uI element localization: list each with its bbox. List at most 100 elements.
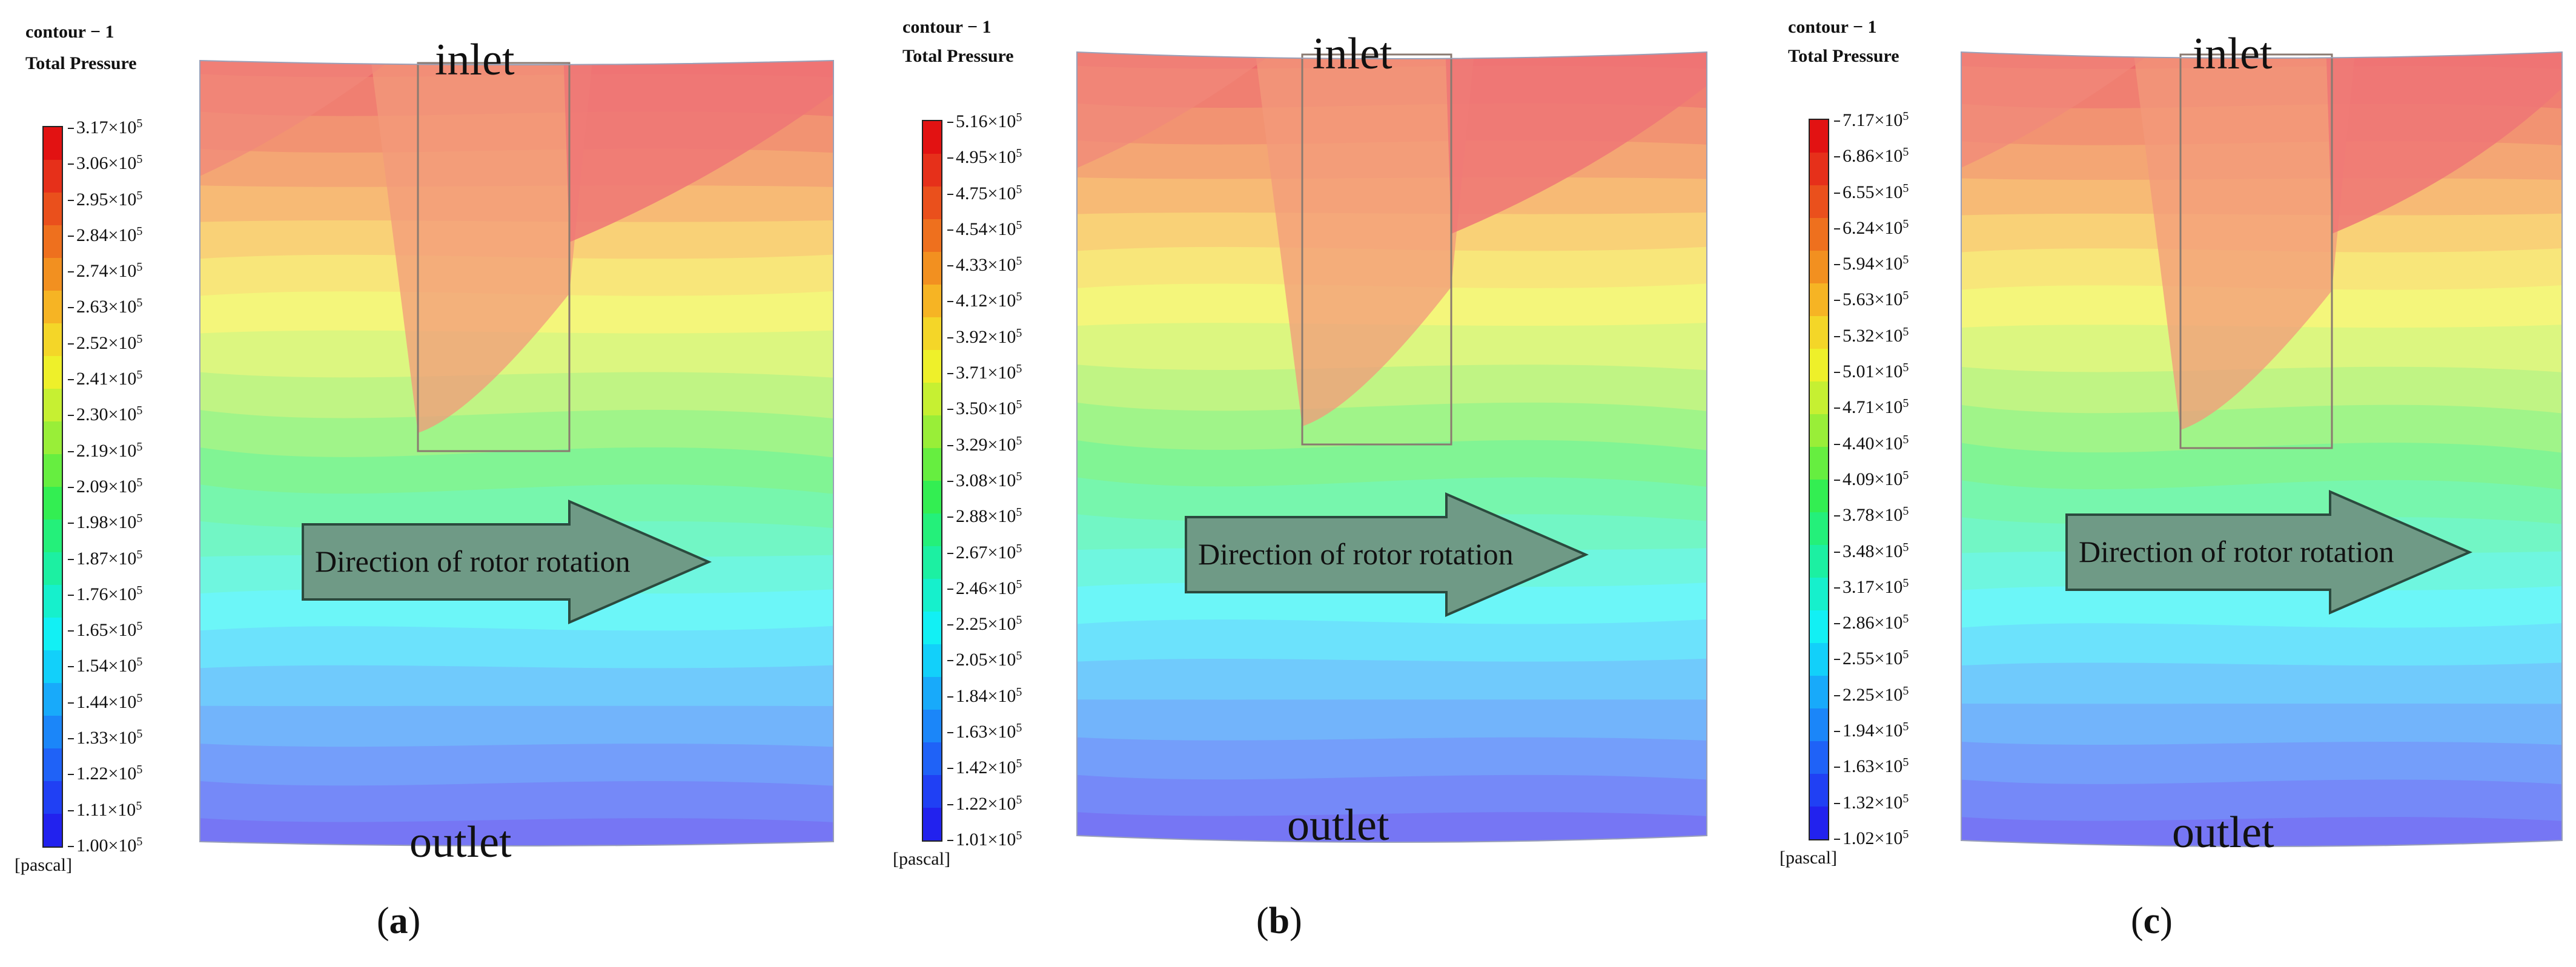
legend-swatch <box>44 683 62 716</box>
tick-mantissa: 1.11 <box>76 799 108 820</box>
rotation-direction-arrow <box>2065 489 2473 615</box>
legend-tick-label: 1.22×105 <box>67 764 142 784</box>
legend-tick-label: 1.54×105 <box>67 655 143 676</box>
rotation-arrow-label: Direction of rotor rotation <box>2079 535 2394 569</box>
tick-mantissa: 1.22 <box>76 764 108 784</box>
tick-times: ×10 <box>987 111 1016 131</box>
legend-tick-label: 1.65×105 <box>67 620 142 639</box>
tick-times: ×10 <box>107 799 136 820</box>
contour-band <box>200 817 833 846</box>
legend-tick-label: 4.40×105 <box>1833 433 1909 454</box>
legend-swatch <box>923 448 941 481</box>
tick-mantissa: 2.88 <box>956 506 988 527</box>
rotation-direction-arrow <box>302 499 712 625</box>
tick-times: ×10 <box>108 728 137 748</box>
tick-mantissa: 2.52 <box>76 332 108 353</box>
tick-times: ×10 <box>1874 505 1903 526</box>
tick-mantissa: 1.02 <box>1843 828 1875 848</box>
tick-times: ×10 <box>1874 254 1903 274</box>
tick-exponent: 5 <box>1902 110 1909 123</box>
contour-header-line2: Total Pressure <box>1788 46 1899 66</box>
legend-swatch <box>923 186 941 219</box>
legend-tick-label: 2.95×105 <box>67 190 142 209</box>
legend-swatch <box>44 618 62 650</box>
outlet-label: outlet <box>1287 800 1389 850</box>
tick-mantissa: 2.74 <box>76 261 108 282</box>
tick-exponent: 5 <box>1902 540 1909 554</box>
tick-exponent: 5 <box>136 332 143 346</box>
tick-exponent: 5 <box>1016 111 1022 124</box>
tick-times: ×10 <box>987 183 1016 203</box>
tick-mantissa: 2.67 <box>956 542 988 563</box>
legend-swatch <box>44 225 62 258</box>
contour-header-line1: contour − 1 <box>902 17 992 37</box>
panel-caption: (c) <box>2131 900 2173 942</box>
legend-tick-label: 1.02×105 <box>1833 828 1909 848</box>
tick-times: ×10 <box>1874 397 1903 418</box>
tick-times: ×10 <box>108 584 137 604</box>
tick-exponent: 5 <box>1902 468 1909 482</box>
legend-swatch <box>923 219 941 252</box>
domain-outline <box>199 59 834 847</box>
legend-swatch <box>1810 153 1828 185</box>
tick-times: ×10 <box>1874 433 1903 454</box>
legend-tick-label: 5.16×105 <box>947 111 1022 131</box>
inlet-label: inlet <box>435 35 515 85</box>
blade-pressure-zone <box>2132 52 2356 430</box>
legend-swatch <box>923 383 941 415</box>
legend-tick-label: 3.06×105 <box>67 153 142 174</box>
tick-times: ×10 <box>987 291 1016 311</box>
tick-exponent: 5 <box>1016 577 1022 591</box>
tick-mantissa: 1.54 <box>76 656 108 676</box>
legend-tick-label: 6.55×105 <box>1833 181 1909 202</box>
legend-tick-label: 1.32×105 <box>1833 791 1909 813</box>
legend-tick-label: 3.50×105 <box>947 398 1022 418</box>
tick-times: ×10 <box>987 147 1016 168</box>
tick-times: ×10 <box>1874 289 1903 310</box>
contour-band <box>1961 816 2562 847</box>
tick-exponent: 5 <box>1016 434 1022 447</box>
legend-swatch <box>1810 251 1828 283</box>
legend-tick-label: 2.05×105 <box>947 650 1022 669</box>
tick-mantissa: 2.25 <box>1843 684 1875 705</box>
legend-swatch <box>44 356 62 389</box>
tick-mantissa: 2.09 <box>76 476 108 497</box>
tick-exponent: 5 <box>1902 791 1909 805</box>
tick-exponent: 5 <box>1902 361 1909 375</box>
legend-tick-label: 5.94×105 <box>1833 254 1909 274</box>
color-legend-ticks: 5.16×105 4.95×105 4.75×105 4.54×105 4.33×105… <box>947 111 1022 849</box>
legend-swatch <box>923 285 941 317</box>
legend-tick-label: 3.71×105 <box>947 363 1022 382</box>
legend-tick-label: 3.48×105 <box>1833 540 1909 561</box>
tick-exponent: 5 <box>1016 793 1022 807</box>
tick-mantissa: 4.54 <box>956 219 988 239</box>
tick-exponent: 5 <box>136 547 143 561</box>
tick-times: ×10 <box>987 685 1016 706</box>
tick-mantissa: 2.41 <box>76 369 108 389</box>
tick-mantissa: 1.32 <box>1843 792 1875 813</box>
caption-letter: a <box>389 900 408 942</box>
tick-mantissa: 4.40 <box>1843 433 1875 454</box>
legend-tick-label: 2.41×105 <box>67 369 142 389</box>
tick-mantissa: 4.95 <box>956 147 988 168</box>
rotation-direction-arrow <box>1185 492 1589 618</box>
tick-exponent: 5 <box>1902 145 1909 159</box>
legend-swatch <box>44 258 62 291</box>
legend-swatch <box>44 160 62 193</box>
legend-tick-label: 1.44×105 <box>67 692 142 711</box>
legend-tick-label: 2.46×105 <box>947 577 1022 598</box>
legend-swatch <box>923 579 941 612</box>
tick-mantissa: 1.98 <box>76 512 108 533</box>
tick-times: ×10 <box>108 117 137 137</box>
tick-times: ×10 <box>108 153 137 174</box>
tick-exponent: 5 <box>136 440 143 454</box>
tick-exponent: 5 <box>136 655 143 669</box>
tick-exponent: 5 <box>1902 397 1909 411</box>
tick-times: ×10 <box>1874 182 1903 202</box>
tick-times: ×10 <box>1874 576 1903 597</box>
tick-mantissa: 1.63 <box>956 722 988 742</box>
panel-caption: (a) <box>377 900 421 942</box>
tick-exponent: 5 <box>1902 181 1909 195</box>
tick-times: ×10 <box>1874 146 1903 167</box>
legend-tick-label: 4.33×105 <box>947 255 1022 274</box>
